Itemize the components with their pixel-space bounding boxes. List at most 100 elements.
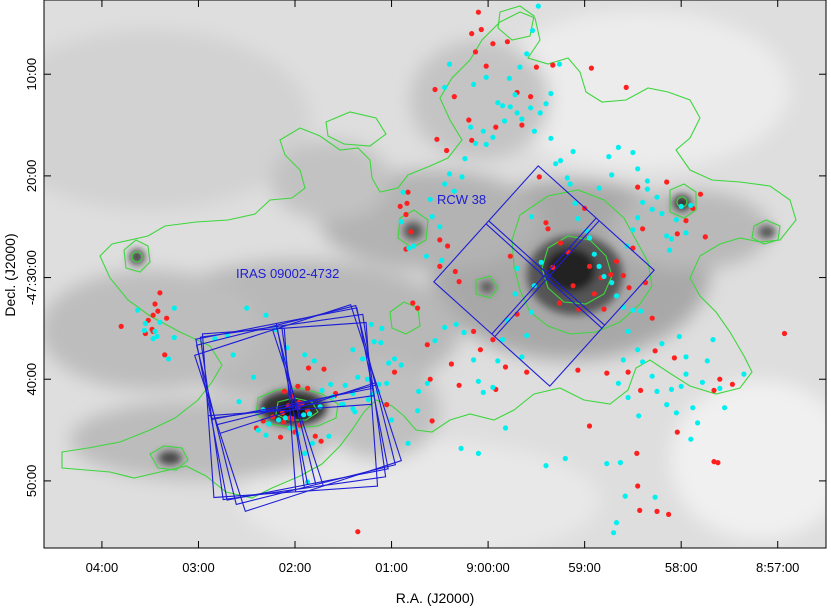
contour-blob-east bbox=[751, 219, 781, 245]
red-source-point bbox=[410, 300, 416, 306]
cyan-source-point bbox=[668, 386, 675, 392]
contour-blob-northeast bbox=[669, 183, 697, 219]
red-source-point bbox=[280, 419, 286, 425]
red-source-point bbox=[404, 200, 410, 206]
cyan-source-point bbox=[652, 494, 658, 500]
cyan-source-point bbox=[405, 440, 411, 446]
cyan-source-point bbox=[572, 200, 578, 206]
x-axis-ticks: 04:00 03:00 02:00 01:00 9:00:00 59:00 58:00 8:5… bbox=[86, 0, 799, 575]
red-source-point bbox=[318, 438, 324, 444]
cyan-source-point bbox=[528, 214, 535, 220]
cyan-source-point bbox=[538, 259, 544, 265]
red-source-point bbox=[717, 376, 723, 382]
cyan-source-point bbox=[250, 374, 257, 380]
cyan-source-point bbox=[165, 356, 172, 362]
red-source-point bbox=[550, 264, 556, 270]
cyan-source-point bbox=[442, 181, 448, 187]
field-iras-divider-6 bbox=[283, 328, 297, 492]
red-source-point bbox=[397, 203, 403, 209]
y-tick-label: 20:00 bbox=[24, 160, 39, 193]
cyan-source-point bbox=[668, 236, 675, 242]
cyan-source-point bbox=[423, 253, 429, 259]
cyan-source-point bbox=[501, 118, 508, 124]
x-tick-label: 9:00:00 bbox=[466, 560, 509, 575]
cyan-source-point bbox=[506, 75, 512, 81]
cyan-source-point bbox=[690, 405, 696, 411]
cyan-source-point bbox=[644, 186, 651, 192]
cyan-source-point bbox=[604, 461, 610, 467]
cyan-source-point bbox=[287, 425, 293, 431]
red-source-point bbox=[575, 367, 581, 373]
red-source-point bbox=[729, 381, 736, 387]
red-source-point bbox=[570, 283, 576, 289]
cyan-source-point bbox=[427, 196, 433, 202]
cyan-source-point bbox=[678, 203, 684, 209]
red-source-point bbox=[623, 84, 629, 90]
cyan-source-point bbox=[458, 445, 464, 451]
cyan-source-point bbox=[591, 251, 597, 257]
cyan-source-point bbox=[495, 358, 501, 364]
cyan-source-point bbox=[371, 339, 377, 345]
red-source-point bbox=[543, 220, 549, 226]
cyan-source-point bbox=[519, 116, 525, 122]
cyan-source-point bbox=[683, 354, 689, 360]
red-source-point bbox=[451, 94, 457, 100]
cyan-source-point bbox=[157, 319, 163, 325]
red-source-point bbox=[321, 366, 327, 372]
cyan-source-point bbox=[437, 224, 443, 230]
cyan-source-point bbox=[150, 336, 156, 342]
red-source-point bbox=[781, 330, 788, 337]
y-axis-ticks: 10:00 20:00 -47:30:00 40:00 50:00 bbox=[24, 58, 826, 497]
red-source-point bbox=[702, 234, 708, 240]
red-source-point bbox=[469, 30, 475, 37]
contour-blob-mid bbox=[397, 209, 429, 249]
cyan-source-point bbox=[459, 174, 465, 180]
cyan-source-point bbox=[282, 415, 288, 421]
field-iras-divider-10 bbox=[275, 323, 309, 485]
cyan-source-point bbox=[389, 417, 395, 423]
red-source-point bbox=[391, 369, 398, 375]
cyan-source-point bbox=[502, 425, 509, 431]
cyan-source-point bbox=[529, 27, 536, 34]
cyan-source-point bbox=[556, 61, 563, 67]
y-tick-label: 10:00 bbox=[24, 58, 39, 91]
cyan-source-point bbox=[564, 175, 570, 181]
cyan-source-point bbox=[537, 110, 543, 116]
red-source-point bbox=[502, 364, 509, 370]
cyan-source-point bbox=[524, 332, 530, 339]
cyan-source-point bbox=[471, 357, 477, 363]
observation-fields bbox=[193, 165, 655, 513]
cyan-source-point bbox=[640, 359, 646, 365]
red-source-point bbox=[444, 147, 450, 154]
cyan-source-point bbox=[512, 291, 518, 297]
cyan-source-point bbox=[301, 412, 307, 418]
y-tick-label: -47:30:00 bbox=[24, 250, 39, 305]
cyan-source-point bbox=[446, 171, 453, 177]
cyan-source-point bbox=[528, 105, 534, 111]
red-source-point bbox=[277, 434, 284, 440]
cyan-source-point bbox=[613, 293, 620, 299]
red-source-point bbox=[403, 211, 409, 218]
red-source-point bbox=[626, 285, 632, 291]
cyan-source-point bbox=[468, 124, 474, 130]
cyan-source-point bbox=[514, 110, 520, 116]
y-tick-label: 40:00 bbox=[24, 363, 39, 396]
cyan-source-point bbox=[654, 194, 660, 200]
cyan-source-point bbox=[606, 154, 612, 160]
red-source-point bbox=[557, 240, 564, 246]
cyan-source-point bbox=[664, 402, 670, 408]
cyan-source-point bbox=[695, 420, 701, 426]
red-source-point bbox=[556, 300, 563, 306]
cyan-source-point bbox=[635, 166, 641, 172]
field-rcw38-divider-d bbox=[494, 220, 600, 338]
red-source-point bbox=[635, 483, 641, 489]
cyan-source-point bbox=[548, 135, 554, 141]
label-rcw38: RCW 38 bbox=[437, 192, 486, 207]
cyan-source-point bbox=[230, 352, 236, 358]
cyan-source-point bbox=[596, 263, 602, 269]
plot-frame bbox=[43, 0, 827, 549]
red-source-point bbox=[483, 63, 489, 69]
red-source-point bbox=[437, 263, 443, 269]
cyan-source-point bbox=[667, 247, 673, 253]
